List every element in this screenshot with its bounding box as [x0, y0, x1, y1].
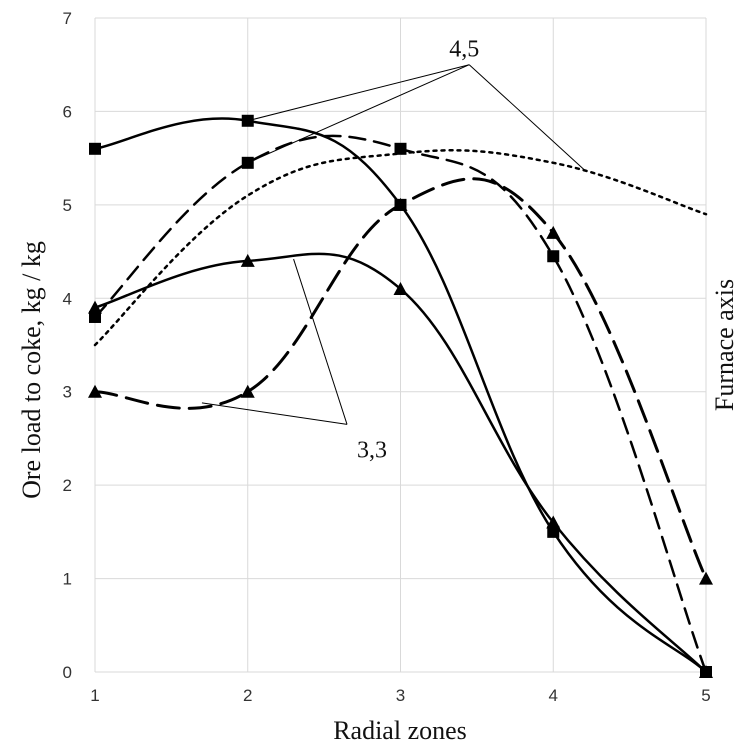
x-tick-label: 3 — [396, 686, 405, 705]
triangle-marker — [88, 300, 102, 314]
x-tick-label: 1 — [90, 686, 99, 705]
triangle-marker — [393, 197, 408, 211]
y-tick-label: 5 — [63, 196, 72, 215]
triangle-marker — [546, 225, 561, 239]
annotation-label: 4,5 — [449, 37, 479, 63]
square-marker — [89, 142, 101, 155]
y-tick-label: 3 — [63, 383, 72, 402]
annotation-label: 3,3 — [357, 437, 387, 463]
x-tick-label: 2 — [243, 686, 252, 705]
triangle-marker — [240, 253, 255, 267]
x-axis-label: Radial zones — [333, 716, 467, 745]
y-tick-label: 4 — [63, 289, 72, 308]
square-marker — [394, 142, 407, 155]
annotation-leader-line — [247, 64, 470, 164]
annotation-leader-line — [468, 64, 585, 170]
series-line-2 — [93, 134, 708, 674]
square-marker — [547, 525, 560, 538]
series-line-3 — [93, 252, 708, 674]
triangle-marker — [240, 384, 255, 398]
square-marker — [89, 310, 101, 323]
x-tick-label: 5 — [701, 686, 710, 705]
x-tick-label: 4 — [549, 686, 558, 705]
y-tick-label: 7 — [63, 9, 72, 28]
y-tick-label: 0 — [63, 663, 72, 682]
annotation-leader-line — [293, 258, 348, 425]
series-layer — [88, 114, 713, 678]
annotation-leader-line — [201, 402, 348, 425]
triangle-marker — [546, 515, 561, 529]
annotations: 4,5 3,3 — [201, 37, 585, 463]
furnace-axis-label: Furnace axis — [710, 279, 739, 411]
triangle-marker — [699, 665, 713, 678]
triangle-marker — [699, 571, 713, 585]
triangle-marker — [88, 384, 102, 398]
y-axis-label: Ore load to coke, kg / kg — [17, 241, 46, 499]
series-line-1 — [93, 117, 708, 674]
series-line-4 — [93, 177, 708, 581]
y-tick-label: 2 — [63, 476, 72, 495]
y-tick-label: 1 — [63, 570, 72, 589]
y-tick-label: 6 — [63, 102, 72, 121]
triangle-marker — [393, 281, 408, 295]
square-marker — [547, 250, 560, 263]
annotation-leader-line — [247, 64, 470, 122]
